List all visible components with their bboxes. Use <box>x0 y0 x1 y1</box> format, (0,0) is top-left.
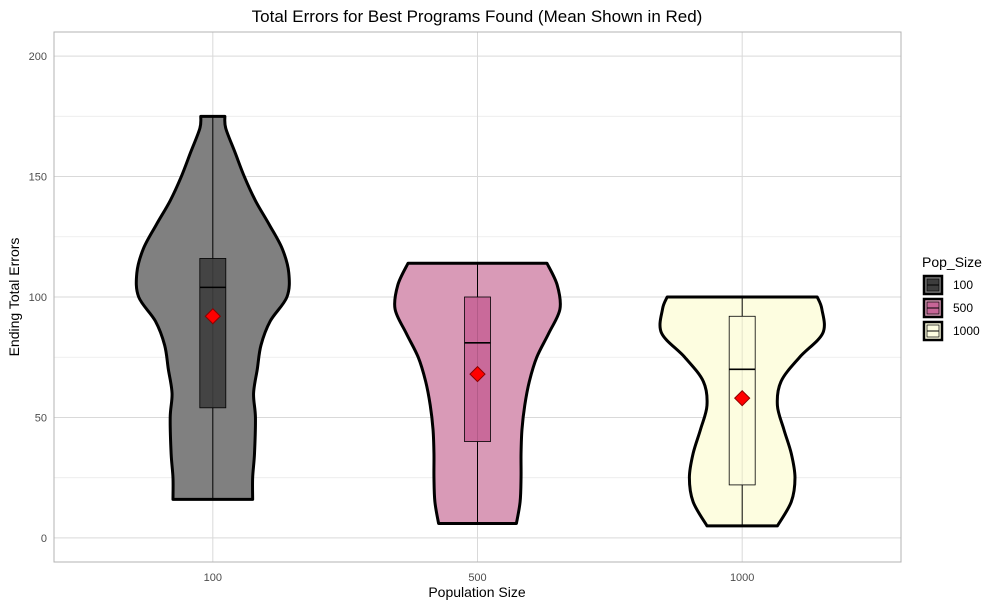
chart-title: Total Errors for Best Programs Found (Me… <box>252 7 703 26</box>
legend-label-100: 100 <box>953 278 973 292</box>
legend: Pop_Size 100 500 1000 <box>922 254 982 342</box>
legend-title: Pop_Size <box>922 254 982 270</box>
plot-area <box>134 114 826 528</box>
legend-label-500: 500 <box>953 301 973 315</box>
y-axis-title: Ending Total Errors <box>6 238 22 357</box>
y-tick-label: 0 <box>41 533 47 545</box>
y-tick-label: 150 <box>29 172 47 184</box>
legend-label-1000: 1000 <box>953 324 980 338</box>
x-axis-title: Population Size <box>428 584 526 600</box>
plot-border <box>53 31 902 563</box>
y-tick-label: 50 <box>35 412 47 424</box>
y-tick-label: 200 <box>29 51 47 63</box>
legend-items: 100 500 1000 <box>922 274 980 342</box>
mean-marker-1000 <box>733 389 751 407</box>
x-tick-label: 100 <box>204 572 222 584</box>
y-tick-label: 100 <box>29 292 47 304</box>
axes: 0 50 100 150 200 100 500 1000 <box>29 51 755 584</box>
mean-marker-500 <box>469 365 486 383</box>
box-100 <box>199 258 227 409</box>
x-tick-label: 500 <box>468 572 486 584</box>
mean-marker-100 <box>204 308 222 325</box>
x-tick-label: 1000 <box>730 572 754 584</box>
